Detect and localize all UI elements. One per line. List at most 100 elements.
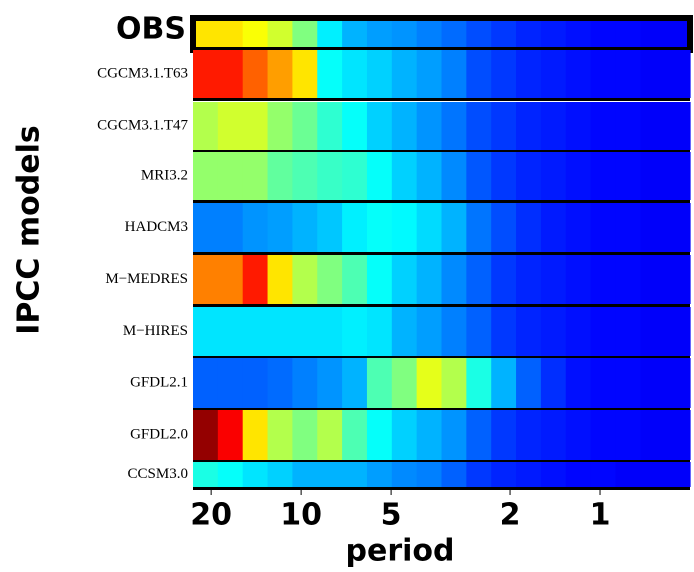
heatmap-cell bbox=[516, 20, 542, 48]
heatmap-cell bbox=[292, 152, 318, 200]
heatmap-cell bbox=[665, 152, 691, 200]
heatmap-cell bbox=[615, 255, 641, 304]
heatmap-cell bbox=[366, 20, 393, 48]
heatmap-cell bbox=[640, 50, 666, 98]
heatmap-cell bbox=[391, 462, 418, 487]
heatmap-cell bbox=[565, 50, 592, 98]
heatmap-cell bbox=[391, 203, 418, 252]
heatmap-cell bbox=[466, 255, 492, 304]
heatmap-cell bbox=[366, 102, 393, 150]
heatmap-cell bbox=[565, 307, 592, 356]
heatmap-cell bbox=[416, 358, 443, 408]
heatmap-cell bbox=[540, 20, 567, 48]
heatmap-cell bbox=[665, 102, 691, 150]
heatmap-cell bbox=[441, 152, 467, 200]
heatmap-cell bbox=[590, 462, 617, 487]
heatmap-cell bbox=[391, 152, 418, 200]
heatmap-cell bbox=[466, 462, 492, 487]
heatmap-cell bbox=[416, 462, 443, 487]
heatmap-cell bbox=[565, 152, 592, 200]
heatmap-cell bbox=[317, 152, 343, 200]
heatmap-cell bbox=[516, 203, 542, 252]
heatmap-cell bbox=[193, 307, 219, 356]
heatmap-cell bbox=[615, 410, 641, 460]
heatmap-cell bbox=[342, 152, 368, 200]
heatmap-cell bbox=[217, 255, 244, 304]
heatmap-cell bbox=[267, 20, 293, 48]
heatmap-cell bbox=[640, 307, 666, 356]
heatmap-cell bbox=[565, 255, 592, 304]
heatmap-cell bbox=[640, 358, 666, 408]
heatmap-cell bbox=[317, 50, 343, 98]
heatmap-cell bbox=[540, 358, 567, 408]
heatmap-cell bbox=[292, 50, 318, 98]
heatmap-cell bbox=[416, 20, 443, 48]
heatmap-cell bbox=[193, 410, 219, 460]
heatmap-cell bbox=[342, 203, 368, 252]
heatmap-cell bbox=[391, 255, 418, 304]
heatmap-cell bbox=[540, 462, 567, 487]
heatmap-cell bbox=[466, 152, 492, 200]
heatmap-cell bbox=[540, 255, 567, 304]
row-label: HADCM3 bbox=[125, 219, 188, 235]
heatmap-cell bbox=[590, 255, 617, 304]
heatmap-cell bbox=[267, 358, 293, 408]
heatmap-cell bbox=[292, 307, 318, 356]
heatmap-cell bbox=[267, 410, 293, 460]
heatmap-cell bbox=[317, 410, 343, 460]
heatmap-cell bbox=[193, 50, 219, 98]
heatmap-cell bbox=[491, 203, 517, 252]
heatmap-cell bbox=[516, 102, 542, 150]
heatmap-cell bbox=[565, 410, 592, 460]
heatmap-cell bbox=[267, 255, 293, 304]
heatmap-cell bbox=[441, 102, 467, 150]
heatmap-cell bbox=[466, 203, 492, 252]
heatmap-cell bbox=[342, 102, 368, 150]
heatmap-cell bbox=[416, 410, 443, 460]
heatmap-cell bbox=[366, 152, 393, 200]
heatmap-cell bbox=[516, 255, 542, 304]
heatmap-cell bbox=[540, 307, 567, 356]
heatmap-cell bbox=[242, 358, 269, 408]
heatmap-cell bbox=[342, 358, 368, 408]
heatmap-cell bbox=[242, 410, 269, 460]
heatmap-cell bbox=[242, 203, 269, 252]
x-tick-label: 1 bbox=[590, 498, 611, 533]
heatmap-cell bbox=[292, 102, 318, 150]
heatmap-cell bbox=[317, 462, 343, 487]
heatmap-cell bbox=[242, 462, 269, 487]
heatmap-cell bbox=[615, 50, 641, 98]
heatmap-cell bbox=[267, 50, 293, 98]
heatmap-cell bbox=[516, 50, 542, 98]
heatmap-cell bbox=[217, 152, 244, 200]
x-axis-label: period bbox=[346, 534, 455, 569]
heatmap-cell bbox=[441, 50, 467, 98]
row-label: MRI3.2 bbox=[141, 167, 188, 183]
row-label: CGCM3.1.T63 bbox=[97, 65, 188, 81]
heatmap-cell bbox=[640, 255, 666, 304]
heatmap-cell bbox=[391, 102, 418, 150]
row-label: GFDL2.0 bbox=[130, 426, 188, 442]
heatmap-cell bbox=[292, 255, 318, 304]
heatmap-cell bbox=[590, 102, 617, 150]
heatmap-cell bbox=[342, 255, 368, 304]
heatmap-cell bbox=[615, 358, 641, 408]
heatmap-cell bbox=[590, 203, 617, 252]
heatmap-cell bbox=[540, 50, 567, 98]
heatmap-cell bbox=[267, 462, 293, 487]
heatmap-cell bbox=[516, 152, 542, 200]
heatmap-cell bbox=[366, 307, 393, 356]
heatmap-cell bbox=[217, 102, 244, 150]
heatmap-cell bbox=[193, 255, 219, 304]
heatmap-cell bbox=[516, 358, 542, 408]
heatmap-cell bbox=[491, 102, 517, 150]
heatmap-cell bbox=[590, 410, 617, 460]
heatmap-cell bbox=[441, 20, 467, 48]
x-tick-label: 10 bbox=[280, 498, 322, 533]
heatmap-cell bbox=[193, 358, 219, 408]
heatmap-cell bbox=[193, 20, 219, 48]
heatmap-cell bbox=[516, 307, 542, 356]
heatmap-cell bbox=[491, 410, 517, 460]
heatmap-cell bbox=[615, 462, 641, 487]
heatmap-cell bbox=[516, 410, 542, 460]
